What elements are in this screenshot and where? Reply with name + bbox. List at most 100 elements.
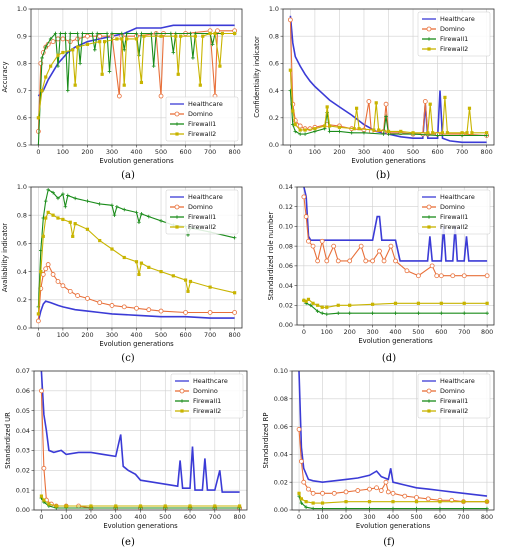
data-point-firewall2 (325, 105, 329, 109)
data-point-domino (324, 258, 330, 264)
data-point-firewall2 (174, 34, 178, 38)
x-tick-label: 300 (366, 328, 378, 336)
data-point-firewall1 (439, 311, 444, 315)
data-point-firewall1 (122, 48, 127, 52)
data-point-firewall2 (110, 247, 114, 251)
data-point-firewall2 (470, 131, 474, 135)
data-point-firewall1 (210, 42, 215, 47)
data-point-firewall2 (213, 504, 217, 508)
series-line-healthcare (40, 371, 240, 493)
panel-caption: (c) (121, 353, 135, 364)
y-tick-label: 0.8 (17, 211, 27, 219)
data-point-domino (109, 303, 115, 308)
data-point-firewall2 (377, 128, 381, 132)
data-point-firewall2 (46, 210, 50, 214)
data-point-firewall1 (169, 31, 173, 36)
x-tick-label: 500 (155, 148, 167, 156)
x-tick-label: 400 (387, 513, 399, 521)
data-point-firewall2 (40, 89, 44, 93)
data-point-domino (55, 279, 61, 284)
data-point-firewall1 (122, 207, 127, 212)
x-tick-label: 0 (297, 513, 301, 521)
data-point-firewall2 (485, 500, 489, 504)
plot-frame (30, 8, 243, 146)
data-point-firewall2 (467, 106, 472, 110)
data-point-domino (416, 273, 421, 279)
data-point-firewall2 (416, 301, 421, 305)
data-point-firewall1 (191, 56, 195, 60)
chart-f: 0 100 200 300 400 500 600 700 800 0.00 0.02 0.04 0.0… (262, 367, 495, 548)
y-tick-label: 0.4 (269, 87, 279, 95)
data-point-firewall2 (445, 131, 449, 135)
data-point-firewall1 (435, 133, 440, 138)
data-point-firewall1 (134, 31, 139, 36)
legend-marker (427, 47, 431, 51)
data-point-domino (50, 272, 56, 277)
data-point-firewall2 (304, 299, 308, 303)
legend-marker (174, 111, 180, 117)
data-point-firewall2 (44, 216, 48, 220)
data-point-firewall1 (107, 69, 112, 74)
data-point-firewall2 (288, 68, 292, 72)
y-axis-label: Accuracy (1, 61, 9, 92)
series-line-firewall2 (289, 70, 487, 134)
data-point-domino (306, 486, 311, 492)
data-point-domino (85, 295, 90, 301)
data-point-domino (215, 28, 220, 34)
series-line-firewall1 (298, 495, 487, 510)
data-point-firewall2 (426, 131, 430, 135)
data-point-firewall1 (324, 312, 329, 316)
data-point-firewall2 (328, 124, 332, 128)
data-point-firewall2 (41, 234, 45, 238)
x-tick-label: 100 (321, 328, 333, 336)
data-point-firewall2 (213, 31, 217, 36)
data-point-firewall1 (78, 61, 82, 66)
y-tick-label: 0.6 (17, 114, 27, 122)
legend-marker (175, 225, 179, 229)
x-tick-label: 400 (389, 328, 401, 336)
x-axis-label: Evolution generations (358, 337, 433, 345)
x-tick-label: 100 (57, 148, 69, 156)
legend-label: Firewall2 (193, 407, 221, 415)
data-point-domino (40, 272, 46, 277)
data-point-domino (134, 305, 139, 311)
legend-label: Firewall1 (188, 213, 216, 221)
legend-label: Firewall2 (440, 223, 468, 231)
x-tick-label: 500 (412, 328, 424, 336)
legend-marker (426, 388, 432, 394)
series-line-healthcare (303, 187, 488, 262)
data-point-domino (383, 101, 389, 107)
data-point-firewall1 (53, 31, 58, 36)
data-point-firewall2 (370, 302, 375, 306)
legend-box (417, 189, 491, 235)
y-tick-label: 0.03 (16, 447, 30, 455)
x-tick-label: 0 (302, 328, 306, 336)
data-point-firewall2 (122, 83, 126, 87)
x-tick-label: 800 (229, 148, 241, 156)
data-point-firewall1 (146, 214, 151, 219)
data-point-firewall2 (233, 31, 237, 36)
legend-label: Healthcare (440, 377, 475, 385)
data-point-domino (310, 243, 316, 249)
legend-marker (175, 215, 179, 219)
data-point-firewall2 (208, 31, 212, 36)
data-point-firewall1 (303, 132, 307, 136)
x-tick-label: 800 (481, 328, 493, 336)
legend-marker (427, 37, 431, 41)
data-point-firewall1 (327, 129, 332, 134)
data-point-firewall1 (80, 31, 85, 36)
data-point-domino (158, 93, 164, 99)
x-tick-label: 700 (204, 148, 216, 156)
data-point-firewall2 (440, 131, 445, 135)
data-point-domino (484, 273, 490, 279)
data-point-domino (121, 304, 127, 310)
y-tick-label: 0.06 (279, 262, 293, 270)
legend-label: Domino (188, 203, 213, 211)
x-tick-label: 700 (209, 513, 221, 521)
y-tick-label: 0.02 (279, 301, 293, 309)
data-point-firewall1 (299, 501, 304, 505)
data-point-domino (366, 99, 372, 104)
data-point-firewall2 (61, 217, 65, 222)
data-point-firewall2 (357, 127, 361, 131)
y-tick-label: 0.8 (269, 32, 279, 40)
